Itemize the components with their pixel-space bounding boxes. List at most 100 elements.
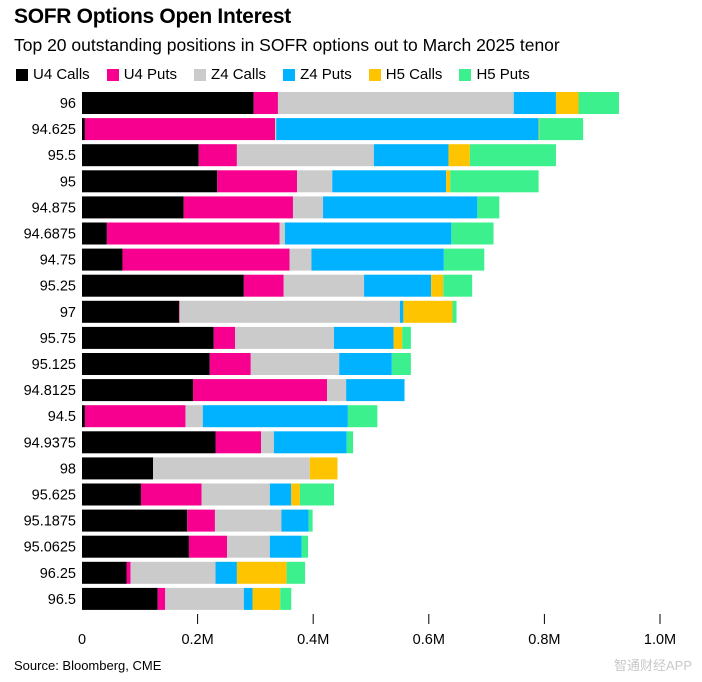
bar-segment [443,274,473,297]
legend-item: H5 Calls [368,66,443,83]
watermark: 智通财经APP [613,658,692,673]
bar-segment [301,535,308,558]
category-label: 94.6875 [24,227,76,243]
bar-segment [261,431,274,454]
bar-segment [82,144,199,167]
bar-segment [308,509,313,532]
bar-segment [538,118,540,141]
source-note: Source: Bloomberg, CME [14,658,162,673]
bar-segment [84,405,186,428]
legend-label: H5 Calls [385,66,443,83]
legend: U4 Calls U4 Puts Z4 Calls Z4 Puts H5 Calls H5… [16,66,547,83]
bar-segment [297,170,333,193]
bar-segment [399,300,404,323]
bar-segment [555,92,579,114]
legend-swatch [16,68,28,81]
bar-segment [209,353,251,375]
bar-segment [513,92,556,114]
bar-segment [253,92,278,114]
bar-segment [448,144,470,167]
bar-segment [82,274,244,297]
bar-segment [284,222,452,245]
bar-segment [477,196,500,219]
bar-segment [332,170,447,193]
bar-segment [82,561,127,584]
bar-segment [311,248,444,271]
category-label: 94.8125 [24,383,76,399]
bar-segment [346,379,405,402]
bar-segment [273,431,347,454]
bar-segment [403,300,453,323]
bar-segment [227,535,270,558]
bar-segment [82,300,180,323]
legend-swatch [194,68,207,81]
bar-segment [201,483,270,506]
x-tick-label: 0.2M [181,632,213,648]
bar-segment [82,405,85,428]
legend-item: U4 Puts [106,66,178,83]
legend-label: U4 Calls [33,66,90,83]
legend-item: Z4 Calls [194,66,266,83]
bar-segment [289,248,312,271]
bar-segment [286,561,306,584]
category-label: 96 [60,96,76,112]
bar-segment [82,535,189,558]
category-label: 95.125 [32,357,76,373]
bar-segment [243,587,253,610]
bar-segment [215,561,237,584]
bar-segment [106,222,280,245]
bar-segment [346,431,354,454]
category-label: 95.1875 [24,514,76,530]
bar-segment [279,222,285,245]
bar-segment [179,300,180,323]
legend-item: U4 Calls [16,66,90,83]
bar-segment [309,457,338,480]
bar-segment [250,353,340,375]
bar-segment [347,405,378,428]
category-label: 95.75 [40,331,76,347]
bar-segment [202,405,348,428]
bar-segment [157,587,166,610]
bar-segment [198,144,237,167]
bar-segment [276,118,539,141]
category-label: 97 [60,305,76,321]
bar-segment [192,379,328,402]
bar-segment [82,457,154,480]
legend-item: H5 Puts [459,66,530,83]
legend-swatch [283,68,296,81]
bar-segment [82,326,214,349]
bar-segment [82,587,158,610]
bar-segment [275,118,277,141]
bar-segment [82,222,107,245]
category-label: 94.75 [40,253,76,269]
bar-segment [214,509,282,532]
bar-segment [539,118,584,141]
bar-segment [323,196,478,219]
bar-segment [334,326,394,349]
bar-segment [213,326,236,349]
bar-segment [217,170,298,193]
bar-segment [130,561,216,584]
category-label: 95 [60,174,76,190]
bar-segment [183,196,293,219]
bar-segment [122,248,290,271]
bar-segment [82,509,188,532]
bar-segment [364,274,432,297]
bar-segment [165,587,244,610]
category-label: 95.0625 [24,540,76,556]
legend-label: U4 Puts [123,66,178,83]
category-label: 95.625 [32,488,76,504]
bar-segment [578,92,619,114]
category-label: 94.875 [32,200,76,216]
bar-segment [269,483,292,506]
bar-segment [82,248,123,271]
bar-segment [82,379,193,402]
bar-segment [82,353,210,375]
bar-segment [443,248,485,271]
bar-segment [126,561,131,584]
category-label: 95.5 [48,148,76,164]
x-tick-label: 0.4M [297,632,329,648]
bar-segment [82,118,85,141]
bar-segment [339,353,392,375]
